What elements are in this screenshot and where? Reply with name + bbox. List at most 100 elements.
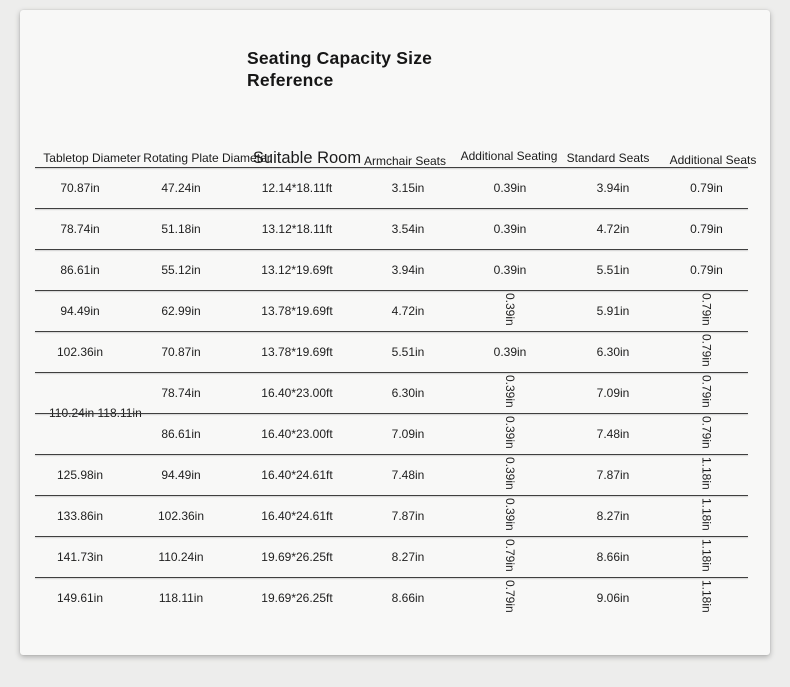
- table-cell: 133.86in: [35, 495, 125, 536]
- table-cell: 16.40*23.00ft: [237, 413, 357, 454]
- table-cell: 13.12*19.69ft: [237, 249, 357, 290]
- cell-value: 3.94in: [391, 262, 425, 277]
- cell-value: 141.73in: [56, 549, 104, 564]
- cell-value: 8.66in: [391, 590, 425, 605]
- cell-value: 0.39in: [493, 221, 527, 236]
- table-cell: 0.79in: [665, 331, 748, 372]
- table-cell: 0.79in: [459, 577, 561, 618]
- cell-value: 0.39in: [503, 293, 517, 326]
- table-cell: 51.18in: [125, 208, 237, 249]
- table-cell: 70.87in: [125, 331, 237, 372]
- table-cell: 13.78*19.69ft: [237, 290, 357, 331]
- cell-value: 3.94in: [596, 180, 630, 195]
- table-cell: 3.94in: [561, 167, 665, 208]
- table-cell: 0.79in: [665, 372, 748, 413]
- table-cell: 7.09in: [561, 372, 665, 413]
- table-cell: 62.99in: [125, 290, 237, 331]
- table-cell: 16.40*23.00ft: [237, 372, 357, 413]
- cell-value: 1.18in: [699, 539, 714, 572]
- cell-value: 0.79in: [699, 293, 714, 326]
- table-row: 125.98in 94.49in 16.40*24.61ft 7.48in 0.39in…: [35, 454, 748, 495]
- cell-value: 55.12in: [161, 262, 201, 277]
- cell-value: 110.24in: [158, 549, 204, 564]
- table-cell: 1.18in: [665, 577, 748, 618]
- column-header-additional-seats: Additional Seats: [669, 153, 757, 167]
- table-cell: 0.39in: [459, 454, 561, 495]
- cell-value: 4.72in: [596, 221, 630, 236]
- table-cell: 19.69*26.25ft: [237, 577, 357, 618]
- table-cell: 78.74in: [125, 372, 237, 413]
- table-cell: 70.87in: [35, 167, 125, 208]
- table-header-row: Tabletop Diameter Rotating Plate Diamete…: [20, 141, 770, 175]
- cell-value: 16.40*23.00ft: [261, 426, 333, 441]
- cell-value: 1.18in: [699, 498, 714, 531]
- cell-value: 4.72in: [391, 303, 425, 318]
- table-cell: 110.24in 118.11in: [35, 372, 142, 454]
- table-cell: 0.79in: [665, 249, 748, 290]
- cell-value: 86.61in: [161, 426, 201, 441]
- table-cell: 0.39in: [459, 208, 561, 249]
- table-cell: 8.66in: [561, 536, 665, 577]
- page-title: Seating Capacity Size Reference: [247, 48, 433, 90]
- cell-value: 86.61in: [60, 262, 100, 277]
- column-header-suitable-room: Suitable Room: [252, 149, 362, 167]
- cell-value: 110.24in 118.11in: [49, 406, 142, 420]
- cell-value: 8.27in: [391, 549, 425, 564]
- cell-value: 6.30in: [391, 385, 425, 400]
- cell-value: 47.24in: [161, 180, 201, 195]
- table-cell: 7.87in: [561, 454, 665, 495]
- table-cell: 86.61in: [35, 249, 125, 290]
- cell-value: 13.78*19.69ft: [261, 344, 333, 359]
- cell-value: 7.48in: [596, 426, 630, 441]
- table-cell: 5.51in: [357, 331, 459, 372]
- column-header-rotating-plate-diameter: Rotating Plate Diameter: [143, 151, 271, 165]
- cell-value: 7.87in: [391, 508, 425, 523]
- table-cell: 102.36in: [125, 495, 237, 536]
- table-cell: 1.18in: [665, 536, 748, 577]
- table-cell: 13.12*18.11ft: [237, 208, 357, 249]
- table-cell: 4.72in: [561, 208, 665, 249]
- cell-value: 5.51in: [391, 344, 425, 359]
- size-table-grid: 70.87in 47.24in 12.14*18.11ft 3.15in 0.39in 3…: [35, 167, 748, 618]
- table-cell: 13.78*19.69ft: [237, 331, 357, 372]
- cell-value: 5.91in: [596, 303, 630, 318]
- cell-value: 16.40*24.61ft: [261, 508, 333, 523]
- table-cell: 55.12in: [125, 249, 237, 290]
- table-cell: 12.14*18.11ft: [237, 167, 357, 208]
- table-cell: 16.40*24.61ft: [237, 454, 357, 495]
- table-cell: 110.24in: [125, 536, 237, 577]
- cell-value: 0.79in: [690, 180, 723, 195]
- table-cell: 0.79in: [665, 290, 748, 331]
- table-cell: 8.27in: [357, 536, 459, 577]
- cell-value: 7.09in: [391, 426, 425, 441]
- table-cell: 9.06in: [561, 577, 665, 618]
- cell-value: 13.78*19.69ft: [261, 303, 333, 318]
- cell-value: 16.40*23.00ft: [261, 385, 333, 400]
- column-header-additional-seating: Additional Seating: [460, 149, 558, 163]
- table-cell: 0.79in: [459, 536, 561, 577]
- size-reference-card: Seating Capacity Size Reference Tabletop…: [20, 10, 770, 655]
- table-cell: 16.40*24.61ft: [237, 495, 357, 536]
- cell-value: 0.79in: [699, 334, 714, 367]
- cell-value: 5.51in: [596, 262, 630, 277]
- table-cell: 0.39in: [459, 495, 561, 536]
- column-header-tabletop-diameter: Tabletop Diameter: [43, 151, 141, 165]
- table-cell: 8.66in: [357, 577, 459, 618]
- cell-value: 51.18in: [161, 221, 201, 236]
- cell-value: 16.40*24.61ft: [261, 467, 333, 482]
- table-row: 110.24in 118.11in 78.74in 16.40*23.00ft 6.3…: [35, 372, 748, 420]
- table-cell: 6.30in: [357, 372, 459, 413]
- cell-value: 102.36in: [157, 508, 205, 523]
- table-cell: 7.87in: [357, 495, 459, 536]
- cell-value: 13.12*18.11ft: [261, 221, 333, 236]
- table-cell: 7.48in: [561, 413, 665, 454]
- table-cell: 7.48in: [357, 454, 459, 495]
- table-cell: 0.39in: [459, 290, 561, 331]
- table-cell: 6.30in: [561, 331, 665, 372]
- table-row: 94.49in 62.99in 13.78*19.69ft 4.72in 0.39in 5…: [35, 290, 748, 331]
- table-cell: 86.61in: [125, 413, 237, 454]
- cell-value: 133.86in: [56, 508, 104, 523]
- table-cell: 1.18in: [665, 454, 748, 495]
- table-cell: 5.51in: [561, 249, 665, 290]
- cell-value: 78.74in: [161, 385, 201, 400]
